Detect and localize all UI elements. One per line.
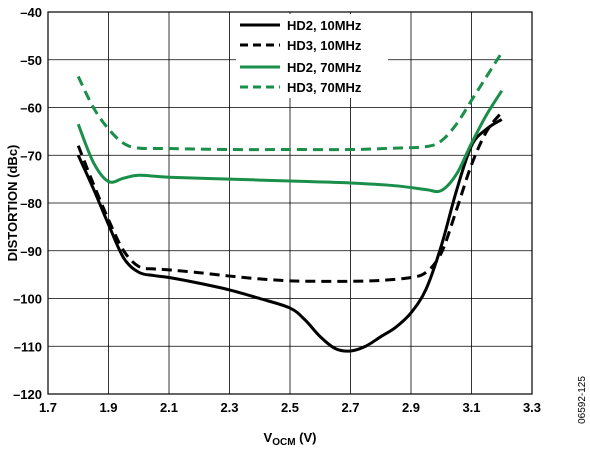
legend-label-hd2-10mhz: HD2, 10MHz: [287, 18, 362, 33]
plot-frame: [47, 11, 533, 395]
x-tick-label: 2.7: [341, 400, 359, 415]
x-axis-title-subscript: OCM: [272, 437, 295, 448]
x-axis-title-unit: (V): [296, 430, 317, 445]
y-tick-label: –110: [14, 339, 42, 354]
legend-label-hd3-70mhz: HD3, 70MHz: [287, 80, 362, 95]
series-hd2-10mhz: [76, 118, 503, 353]
y-tick-label: –60: [20, 101, 42, 116]
series-hd2-70mhz: [76, 89, 504, 194]
series-hd3-70mhz: [76, 51, 504, 152]
y-tick-labels: –40 –50 –60 –70 –80 –90 –100 –110 –120: [13, 5, 42, 402]
x-tick-label: 3.3: [523, 400, 541, 415]
x-tick-label: 2.3: [220, 400, 238, 415]
x-tick-label: 1.7: [39, 400, 57, 415]
x-tick-label: 1.9: [99, 400, 117, 415]
figure-id: 06592-125: [577, 376, 588, 424]
y-tick-label: –90: [20, 244, 42, 259]
y-tick-label: –70: [20, 148, 42, 163]
y-tick-label: –40: [20, 5, 42, 20]
series-lines: [76, 51, 504, 353]
x-tick-label: 2.5: [281, 400, 299, 415]
y-tick-label: –100: [13, 292, 42, 307]
series-hd3-10mhz: [76, 111, 503, 283]
x-axis-title: VOCM (V): [264, 430, 317, 448]
x-tick-labels: 1.7 1.9 2.1 2.3 2.5 2.7 2.9 3.1 3.3: [39, 400, 541, 415]
legend-background: [236, 14, 388, 98]
x-axis-title-main: V: [264, 430, 273, 445]
legend: HD2, 10MHz HD3, 10MHz HD2, 70MHz HD3, 70…: [236, 14, 388, 98]
legend-label-hd2-70mhz: HD2, 70MHz: [287, 60, 362, 75]
legend-label-hd3-10mhz: HD3, 10MHz: [287, 38, 362, 53]
y-axis-title: DISTORTION (dBc): [5, 145, 20, 262]
x-tick-label: 3.1: [462, 400, 480, 415]
y-tick-label: –120: [13, 387, 42, 402]
y-tick-label: –50: [20, 53, 42, 68]
x-tick-label: 2.1: [160, 400, 178, 415]
x-tick-label: 2.9: [402, 400, 420, 415]
y-tick-label: –80: [20, 196, 42, 211]
